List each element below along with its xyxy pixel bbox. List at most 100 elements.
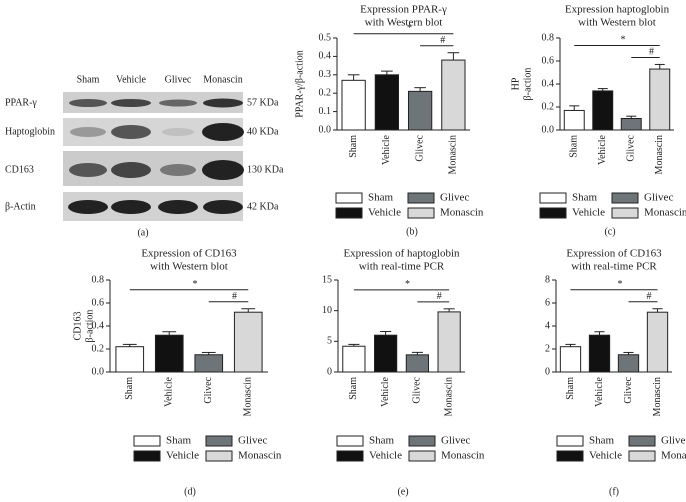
bar [649,68,671,131]
y-axis-label: β-action [522,68,533,101]
x-tick-label: Vehicle [164,376,175,407]
x-tick-label: Glivec [623,376,634,403]
significance-label: * [193,279,198,290]
legend-swatch [628,435,656,447]
chart-title: with Western blot [150,261,228,273]
x-tick-label: Monascin [448,135,459,174]
band [202,123,244,141]
legend-swatch [611,207,639,219]
blot-column-label: Sham [77,74,100,85]
band [159,99,197,107]
x-tick-label: Sham [565,377,576,400]
y-tick-label: 0.2 [92,343,105,354]
panel-label: (c) [604,226,615,237]
band [111,162,151,178]
legend-swatch [335,207,363,219]
band [202,160,244,180]
band [203,98,243,108]
x-tick-label: Vehicle [597,134,608,165]
chart-title: Expression of CD163 [141,248,237,260]
legend-label: Monascin [661,450,686,462]
y-tick-label: 0 [327,366,332,377]
legend-swatch [205,450,233,462]
blot-column-label: Vehicle [116,74,147,85]
bar [617,354,640,373]
bar [115,346,145,373]
x-tick-label: Glivec [626,134,637,161]
y-tick-label: 0.4 [542,78,555,89]
x-tick-label: Vehicle [594,376,605,407]
chart-title: with real-time PCR [359,261,445,273]
y-tick-label: 0.0 [319,124,332,135]
legend-swatch [407,192,435,204]
legend-label: Sham [368,192,394,204]
panel-label: (e) [397,486,408,497]
blot-row-label: CD163 [5,164,34,175]
panel-label: (d) [184,486,196,497]
legend-label: Glivec [661,435,686,447]
legend-label: Monascin [440,207,484,219]
band [158,200,198,214]
y-tick-label: 0.6 [542,55,555,66]
band [111,99,151,107]
y-tick-label: 2 [545,343,550,354]
panel-label: (f) [609,486,619,497]
legend-label: Sham [166,435,192,447]
y-tick-label: 4 [545,320,550,331]
bar [441,59,466,131]
legend-swatch [407,207,435,219]
legend-label: Glivec [441,435,470,447]
y-tick-label: 0.0 [542,124,555,135]
legend-swatch [539,192,567,204]
x-tick-label: Sham [569,135,580,158]
y-tick-label: 5 [327,336,332,347]
x-tick-label: Sham [348,377,359,400]
y-tick-label: 8 [545,274,550,285]
y-tick-label: 0 [545,366,550,377]
legend-swatch [556,450,584,462]
bar [646,311,669,373]
y-tick-label: 0.6 [92,297,105,308]
significance-label: # [440,35,445,46]
legend-label: Glivec [440,192,469,204]
x-tick-label: Glivec [203,376,214,403]
legend-swatch [205,435,233,447]
significance-label: * [405,279,410,290]
legend-label: Sham [589,435,615,447]
band [70,127,106,137]
y-axis-label: PPAR-γ/β-action [294,50,305,117]
legend-swatch [628,450,656,462]
blot-weight-label: 42 KDa [247,201,279,212]
legend-swatch [133,435,161,447]
chart-title: Expression of CD163 [566,248,662,260]
y-tick-label: 15 [322,274,332,285]
legend-label: Sham [369,435,395,447]
y-tick-label: 10 [322,305,332,316]
y-tick-label: 0.0 [92,366,105,377]
legend-label: Monascin [644,207,686,219]
band [69,99,107,107]
panel-label: (a) [137,227,148,238]
y-tick-label: 0.4 [92,320,105,331]
y-tick-label: 0.4 [319,51,332,62]
band [162,128,194,136]
y-axis-label: HP [510,77,521,90]
blot-row-label: Haptoglobin [5,126,55,137]
bar [437,311,461,373]
x-tick-label: Sham [348,135,359,158]
band [111,200,151,214]
legend-swatch [611,192,639,204]
legend-label: Vehicle [589,450,622,462]
y-axis-label: CD163 [72,312,83,341]
blot-strip [63,92,243,113]
bar [620,118,642,131]
significance-label: # [232,291,237,302]
bar [374,74,400,131]
bar [194,354,224,373]
blot-weight-label: 40 KDa [247,126,279,137]
x-tick-label: Vehicle [380,376,391,407]
legend-swatch [408,450,436,462]
